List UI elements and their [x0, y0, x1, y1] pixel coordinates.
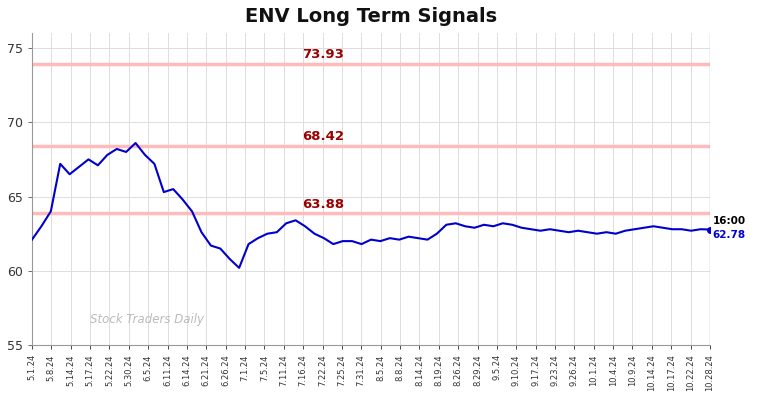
Text: 68.42: 68.42	[303, 130, 344, 143]
Title: ENV Long Term Signals: ENV Long Term Signals	[245, 7, 497, 26]
Text: Stock Traders Daily: Stock Traders Daily	[89, 314, 204, 326]
Text: 16:00: 16:00	[713, 216, 746, 226]
Text: 63.88: 63.88	[303, 197, 345, 211]
Text: 73.93: 73.93	[303, 48, 344, 61]
Text: 62.78: 62.78	[713, 230, 746, 240]
